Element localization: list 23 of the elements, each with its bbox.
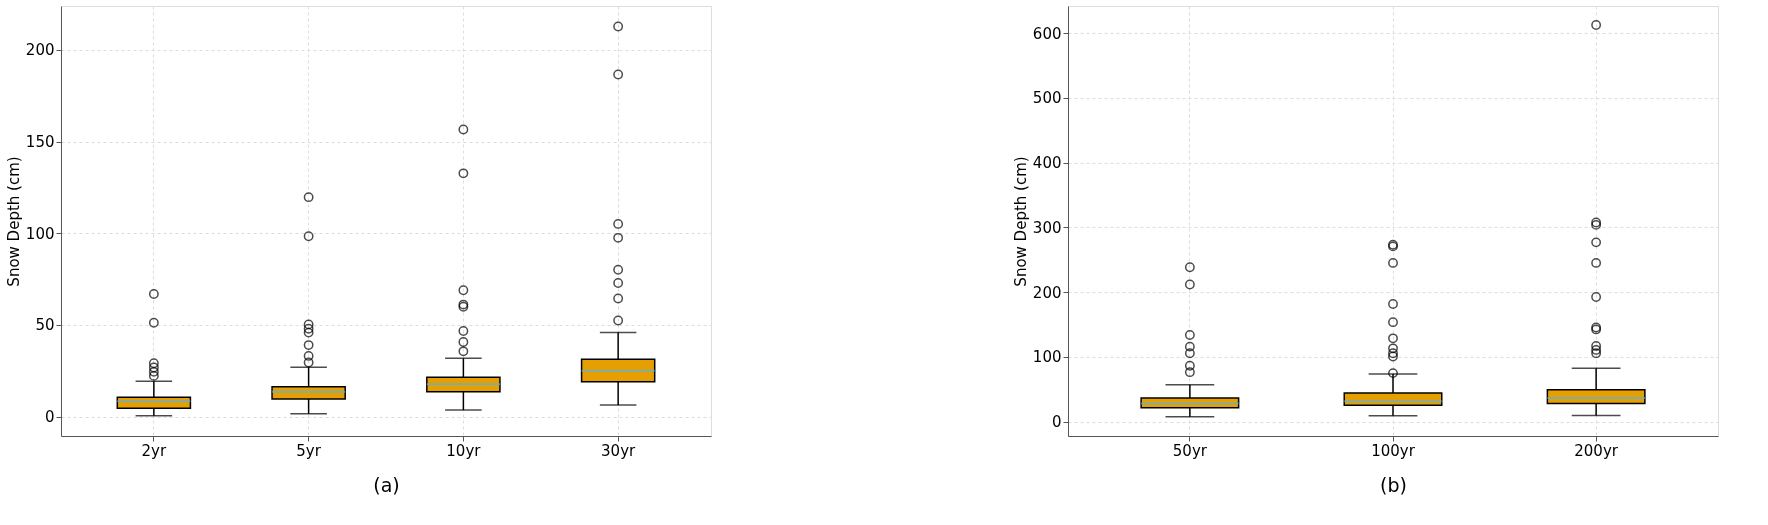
x-axis-title: (a): [373, 473, 400, 496]
y-tick-label: 300: [1032, 218, 1062, 237]
x-tick-label: 200yr: [1574, 441, 1619, 460]
y-axis-title: Snow Depth (cm): [4, 156, 23, 287]
y-tick-label: 50: [35, 316, 55, 335]
y-tick-label: 200: [25, 41, 55, 60]
y-tick-label: 150: [25, 133, 55, 152]
x-tick-label: 5yr: [296, 441, 322, 460]
x-tick-label: 100yr: [1371, 441, 1416, 460]
x-tick-label: 10yr: [446, 441, 482, 460]
y-tick-label: 200: [1032, 283, 1062, 302]
y-axis-title: Snow Depth (cm): [1011, 156, 1030, 287]
y-tick-label: 600: [1032, 24, 1062, 43]
y-tick-label: 500: [1032, 89, 1062, 108]
y-tick-label: 100: [25, 224, 55, 243]
y-tick-label: 0: [1051, 413, 1062, 432]
x-tick-label: 2yr: [141, 441, 167, 460]
x-tick-label: 50yr: [1172, 441, 1208, 460]
x-axis-title: (b): [1380, 473, 1407, 496]
x-tick-label: 30yr: [601, 441, 637, 460]
y-tick-label: 0: [44, 408, 55, 427]
y-tick-label: 100: [1032, 348, 1062, 367]
y-tick-label: 400: [1032, 154, 1062, 173]
